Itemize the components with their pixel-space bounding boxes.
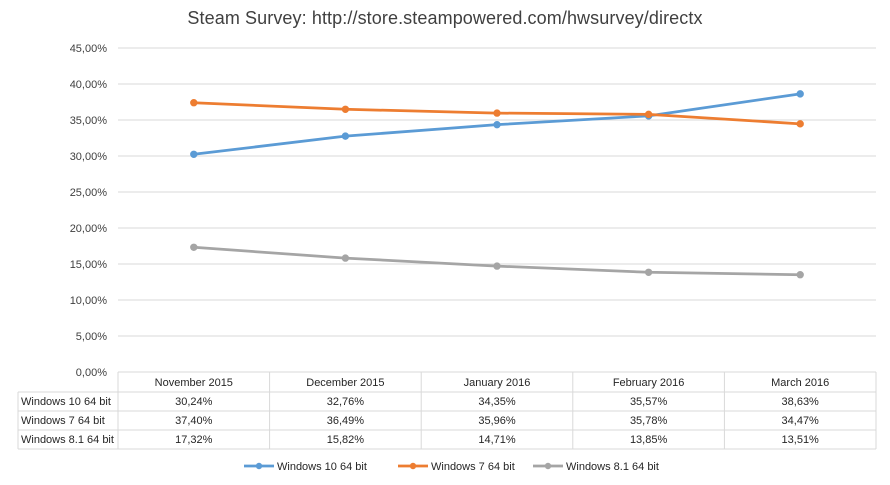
legend-label: Windows 10 64 bit	[277, 461, 367, 473]
data-point	[644, 110, 653, 119]
y-tick-label: 45,00%	[70, 43, 108, 55]
table-series-name: Windows 8.1 64 bit	[21, 434, 114, 446]
table-value-cell: 15,82%	[327, 434, 365, 446]
data-point	[341, 105, 350, 113]
table-value-cell: 32,76%	[327, 396, 365, 408]
y-tick-label: 15,00%	[70, 259, 108, 271]
data-point	[796, 120, 804, 128]
table-value-cell: 36,49%	[327, 415, 365, 427]
y-tick-label: 5,00%	[76, 331, 107, 343]
legend: Windows 10 64 bit Windows 7 64 bit Windows…	[244, 461, 659, 473]
y-tick-label: 30,00%	[70, 151, 108, 163]
table-value-cell: 13,85%	[630, 434, 668, 446]
table-value-cell: 35,96%	[478, 415, 516, 427]
data-point	[493, 109, 501, 117]
x-category-label: February 2016	[613, 377, 685, 389]
data-point	[190, 99, 198, 107]
data-point	[190, 243, 198, 251]
y-tick-label: 35,00%	[70, 115, 108, 127]
series-lines	[190, 90, 804, 279]
data-point	[341, 132, 350, 140]
x-category-label: December 2015	[306, 377, 384, 389]
x-category-label: November 2015	[155, 377, 233, 389]
data-point	[493, 120, 501, 129]
data-table: November 2015 December 2015 January 2016 Fe…	[17, 371, 877, 450]
table-value-cell: 30,24%	[175, 396, 213, 408]
data-point	[796, 271, 804, 279]
x-category-label: January 2016	[464, 377, 531, 389]
y-tick-label: 25,00%	[70, 187, 108, 199]
table-value-cell: 17,32%	[175, 434, 213, 446]
data-point	[341, 254, 350, 262]
x-category-label: March 2016	[771, 377, 829, 389]
data-point	[190, 150, 198, 158]
y-tick-label: 10,00%	[70, 295, 108, 307]
table-value-cell: 34,47%	[782, 415, 820, 427]
y-tick-label: 40,00%	[70, 79, 108, 91]
table-series-name: Windows 10 64 bit	[21, 396, 111, 408]
table-value-cell: 37,40%	[175, 415, 213, 427]
table-value-cell: 14,71%	[478, 434, 516, 446]
table-value-cell: 35,78%	[630, 415, 668, 427]
table-value-cell: 13,51%	[782, 434, 820, 446]
y-tick-label: 20,00%	[70, 223, 108, 235]
legend-label: Windows 7 64 bit	[431, 461, 515, 473]
chart-title: Steam Survey: http://store.steampowered.…	[187, 8, 703, 28]
y-axis-ticks: 0,00% 5,00% 10,00% 15,00% 20,00% 25,00% 30,00%…	[70, 43, 108, 379]
series-line	[192, 245, 802, 277]
legend-label: Windows 8.1 64 bit	[566, 461, 659, 473]
y-tick-label: 0,00%	[76, 367, 107, 379]
table-value-cell: 35,57%	[630, 396, 668, 408]
gridlines	[118, 47, 876, 373]
data-point	[493, 262, 501, 270]
table-value-cell: 34,35%	[478, 396, 516, 408]
data-point	[644, 268, 653, 276]
data-point	[796, 90, 804, 98]
table-value-cell: 38,63%	[782, 396, 820, 408]
legend-marker	[409, 462, 417, 470]
legend-marker	[544, 462, 552, 470]
table-series-name: Windows 7 64 bit	[21, 415, 105, 427]
legend-marker	[255, 462, 263, 470]
